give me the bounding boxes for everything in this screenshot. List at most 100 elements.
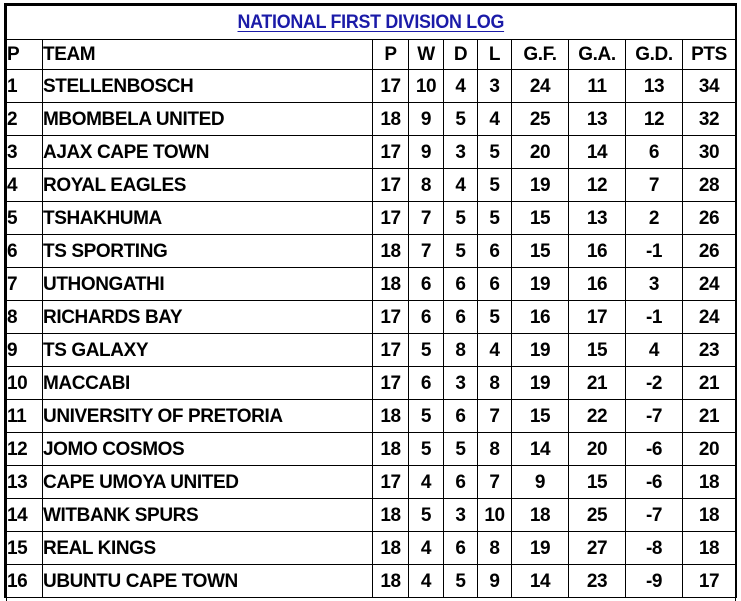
- cell-position: 7: [6, 267, 43, 301]
- league-table-frame: NATIONAL FIRST DIVISION LOG P TEAM P W D…: [4, 3, 737, 601]
- cell-goals-for: 19: [511, 366, 569, 400]
- table-row: 3 AJAX CAPE TOWN 17 9 3 5 20 14 6 30: [6, 135, 737, 169]
- cell-team: RICHARDS BAY: [42, 300, 373, 334]
- cell-points: 26: [681, 234, 737, 268]
- cell-lost: 8: [477, 531, 512, 565]
- table-row: 7 UTHONGATHI 18 6 6 6 19 16 3 24: [6, 267, 737, 301]
- cell-drawn: 5: [443, 201, 478, 235]
- cell-points: 30: [681, 135, 737, 169]
- header-won: W: [408, 39, 444, 70]
- cell-position: 5: [6, 201, 43, 235]
- page-title: NATIONAL FIRST DIVISION LOG: [237, 12, 505, 33]
- cell-goals-for: 19: [511, 168, 569, 202]
- league-standings-table: NATIONAL FIRST DIVISION LOG P TEAM P W D…: [5, 5, 737, 601]
- cell-lost: 6: [477, 234, 512, 268]
- cell-played: 18: [372, 399, 409, 433]
- header-drawn: D: [443, 39, 478, 70]
- cell-won: 8: [408, 168, 444, 202]
- cell-position: 9: [6, 333, 43, 367]
- cell-goal-difference: 6: [625, 135, 683, 169]
- cell-team: TS GALAXY: [42, 333, 373, 367]
- cell-team: MACCABI: [42, 366, 373, 400]
- cell-team: STELLENBOSCH: [42, 69, 373, 103]
- cell-position: 13: [6, 465, 43, 499]
- cell-goals-for: 18: [511, 498, 569, 532]
- table-row: 10 MACCABI 17 6 3 8 19 21 -2 21: [6, 366, 737, 400]
- table-body: NATIONAL FIRST DIVISION LOG P TEAM P W D…: [5, 5, 737, 601]
- cell-goal-difference: 4: [625, 333, 683, 367]
- cell-lost: 5: [477, 135, 512, 169]
- cell-played: 17: [372, 201, 409, 235]
- cell-goals-against: 16: [568, 234, 626, 268]
- cell-goal-difference: 2: [625, 201, 683, 235]
- cell-played: 18: [372, 432, 409, 466]
- cell-won: 4: [408, 531, 444, 565]
- table-row: 4 ROYAL EAGLES 17 8 4 5 19 12 7 28: [6, 168, 737, 202]
- cell-goal-difference: 12: [625, 102, 683, 136]
- cell-drawn: 3: [443, 366, 478, 400]
- cell-drawn: 6: [443, 399, 478, 433]
- table-row: 12 JOMO COSMOS 18 5 5 8 14 20 -6 20: [6, 432, 737, 466]
- table-row: 6 TS SPORTING 18 7 5 6 15 16 -1 26: [6, 234, 737, 268]
- cell-lost: 5: [477, 201, 512, 235]
- cell-position: 16: [6, 564, 43, 598]
- cell-goals-for: 20: [511, 135, 569, 169]
- header-goal-difference: G.D.: [625, 39, 683, 70]
- cell-position: 15: [6, 531, 43, 565]
- table-row: 8 RICHARDS BAY 17 6 6 5 16 17 -1 24: [6, 300, 737, 334]
- cell-won: 6: [408, 267, 444, 301]
- cell-position: 14: [6, 498, 43, 532]
- cell-won: 4: [408, 465, 444, 499]
- cell-drawn: 6: [443, 531, 478, 565]
- cell-goals-for: 16: [511, 300, 569, 334]
- cell-team: UBUNTU CAPE TOWN: [42, 564, 373, 598]
- cell-won: 6: [408, 300, 444, 334]
- cell-drawn: 5: [443, 102, 478, 136]
- cell-team: WITBANK SPURS: [42, 498, 373, 532]
- cell-played: 18: [372, 234, 409, 268]
- header-points: PTS: [681, 39, 737, 70]
- header-lost: L: [477, 39, 512, 70]
- cell-points: 28: [681, 168, 737, 202]
- cell-lost: 3: [477, 69, 512, 103]
- cell-goals-against: 16: [568, 267, 626, 301]
- cell-lost: 5: [477, 300, 512, 334]
- cell-drawn: 6: [443, 300, 478, 334]
- cell-played: 17: [372, 465, 409, 499]
- cell-goal-difference: -2: [625, 366, 683, 400]
- cell-team: ROYAL EAGLES: [42, 168, 373, 202]
- cell-goals-against: 27: [568, 531, 626, 565]
- cell-goal-difference: 7: [625, 168, 683, 202]
- cell-goals-against: 17: [568, 300, 626, 334]
- page-title-cell: NATIONAL FIRST DIVISION LOG: [5, 5, 737, 40]
- cell-goal-difference: -1: [625, 300, 683, 334]
- cell-played: 18: [372, 498, 409, 532]
- cell-won: 4: [408, 564, 444, 598]
- cell-lost: 4: [477, 333, 512, 367]
- table-row: 13 CAPE UMOYA UNITED 17 4 6 7 9 15 -6 18: [6, 465, 737, 499]
- cell-team: JOMO COSMOS: [42, 432, 373, 466]
- cell-won: 9: [408, 135, 444, 169]
- cell-lost: 7: [477, 399, 512, 433]
- cell-drawn: 5: [443, 234, 478, 268]
- cell-drawn: 6: [443, 267, 478, 301]
- cell-goals-against: 14: [568, 135, 626, 169]
- cell-position: 10: [6, 366, 43, 400]
- footer-cell: www.thamisoccer.co.za: [5, 597, 737, 601]
- cell-points: 18: [681, 498, 737, 532]
- cell-played: 17: [372, 135, 409, 169]
- cell-position: 2: [6, 102, 43, 136]
- cell-lost: 5: [477, 168, 512, 202]
- cell-points: 21: [681, 366, 737, 400]
- table-row: 9 TS GALAXY 17 5 8 4 19 15 4 23: [6, 333, 737, 367]
- cell-lost: 7: [477, 465, 512, 499]
- cell-goals-against: 15: [568, 465, 626, 499]
- cell-team: MBOMBELA UNITED: [42, 102, 373, 136]
- footer-row: www.thamisoccer.co.za: [5, 597, 737, 601]
- table-row: 15 REAL KINGS 18 4 6 8 19 27 -8 18: [6, 531, 737, 565]
- cell-goal-difference: -9: [625, 564, 683, 598]
- cell-drawn: 5: [443, 432, 478, 466]
- cell-goals-against: 25: [568, 498, 626, 532]
- cell-goals-for: 25: [511, 102, 569, 136]
